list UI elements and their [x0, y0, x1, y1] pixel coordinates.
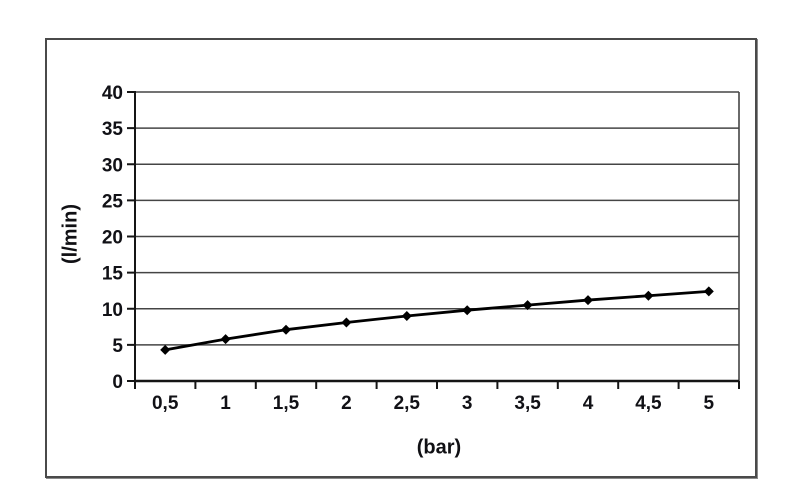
y-tick-label: 15 [102, 264, 124, 285]
x-tick-label: 2 [341, 393, 352, 414]
data-point-marker [462, 305, 473, 316]
data-point-marker [281, 324, 291, 335]
x-tick-label: 1,5 [273, 393, 300, 414]
y-tick-label: 10 [102, 300, 123, 321]
chart-frame: 0 5 10 15 20 25 30 35 40 0,5 1 1,5 2 2,5 3 3,5 4 4,5 5 (l/… [45, 38, 757, 478]
x-tick-label: 4,5 [635, 393, 662, 414]
y-tick-label: 40 [102, 83, 123, 104]
y-tick-label: 35 [102, 119, 124, 140]
x-tick-label: 0,5 [152, 393, 179, 414]
series-line [164, 290, 709, 352]
y-axis-title: (l/min) [59, 204, 82, 264]
y-tick-label: 5 [112, 336, 123, 357]
y-tick-label: 20 [102, 228, 123, 249]
x-tick-label: 2,5 [394, 393, 421, 414]
data-point-marker [643, 290, 654, 301]
data-point-marker [703, 286, 714, 297]
x-tick-label: 1 [220, 393, 231, 414]
x-axis-title: (bar) [416, 436, 462, 459]
data-point-marker [341, 317, 352, 328]
x-tick-label: 4 [583, 393, 594, 414]
data-point-marker [583, 295, 593, 306]
y-tick-label: 25 [102, 191, 124, 212]
x-tick-label: 3,5 [514, 393, 541, 414]
flow-vs-pressure-chart: 0 5 10 15 20 25 30 35 40 0,5 1 1,5 2 2,5 3 3,5 4 4,5 5 [102, 83, 740, 414]
y-tick-label: 0 [112, 372, 123, 393]
data-point-marker [522, 300, 533, 311]
data-point-marker [220, 334, 231, 345]
data-point-marker [401, 310, 412, 321]
x-tick-label: 5 [704, 393, 715, 414]
x-tick-label: 3 [462, 393, 473, 414]
y-tick-label: 30 [102, 155, 123, 176]
data-point-marker [160, 344, 171, 355]
